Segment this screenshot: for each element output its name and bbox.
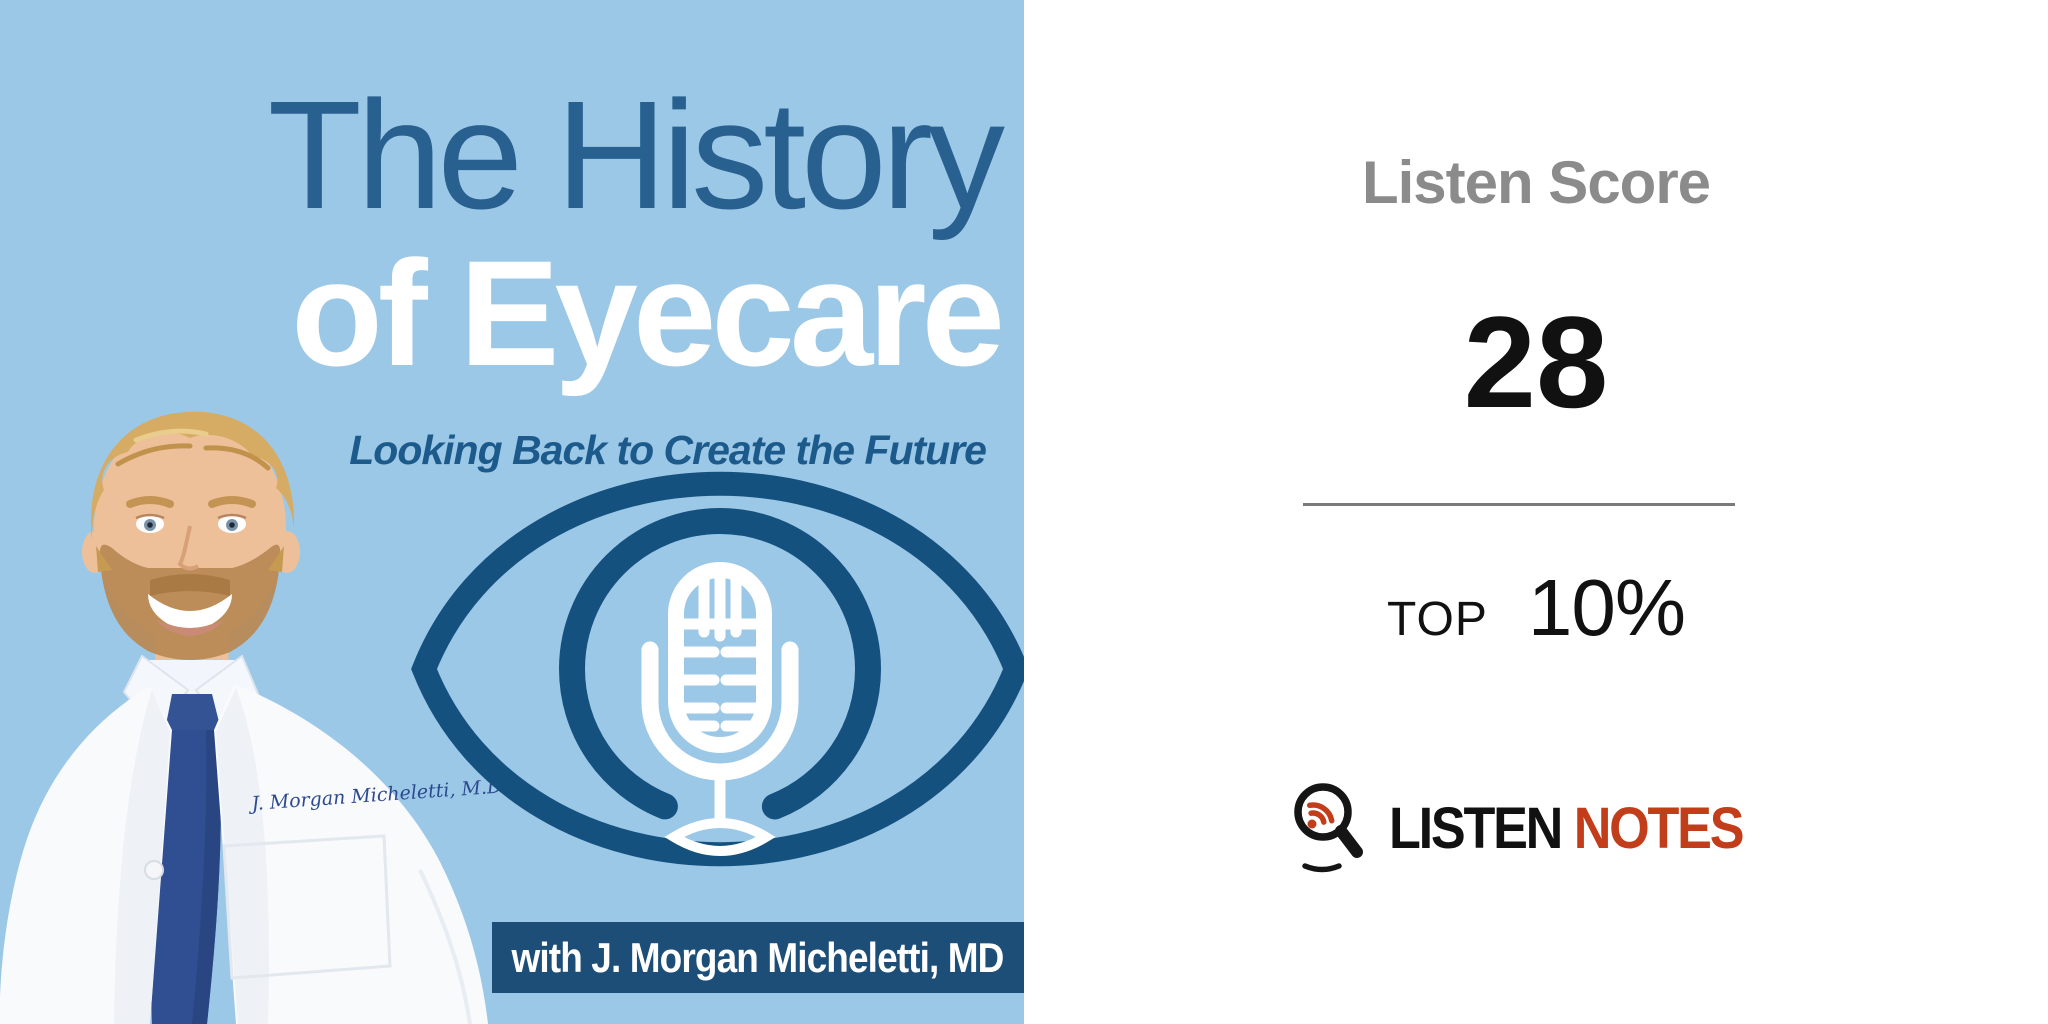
listen-notes-logo: LISTEN NOTES bbox=[1291, 782, 1782, 874]
portrait-eyes bbox=[135, 513, 247, 533]
microphone-icon bbox=[641, 562, 799, 856]
host-banner: with J. Morgan Micheletti, MD bbox=[492, 922, 1024, 993]
portrait-hair bbox=[90, 411, 295, 572]
eye-outline bbox=[411, 471, 1024, 867]
portrait-nose bbox=[177, 525, 200, 571]
listen-score-value: 28 bbox=[1463, 289, 1609, 435]
artwork-title-line2: of Eyecare bbox=[291, 229, 1005, 397]
artwork-subtitle: Looking Back to Create the Future bbox=[349, 427, 987, 473]
portrait-tie bbox=[150, 694, 221, 1024]
podcast-waves-icon bbox=[1306, 802, 1335, 829]
brand-word-notes: NOTES bbox=[1573, 795, 1744, 861]
host-portrait: J. Morgan Micheletti, M.D. bbox=[0, 411, 508, 1024]
artwork-title-line1: The History bbox=[267, 69, 1005, 241]
top-label: TOP bbox=[1387, 593, 1488, 646]
top-percent-row: TOP 10% bbox=[1387, 562, 1686, 654]
host-banner-text: with J. Morgan Micheletti, MD bbox=[512, 933, 1005, 981]
portrait-lab-coat: J. Morgan Micheletti, M.D. bbox=[0, 684, 508, 1024]
portrait-head bbox=[82, 411, 300, 660]
coat-button bbox=[144, 860, 164, 880]
top-percent-value: 10% bbox=[1527, 563, 1686, 652]
artwork-title-block: The History of Eyecare Looking Back to C… bbox=[267, 69, 1005, 473]
brand-wordmark: LISTEN NOTES bbox=[1388, 795, 1745, 862]
listen-score-panel: Listen Score 28 TOP 10% LISTEN NOTES bbox=[1024, 0, 2048, 1024]
portrait-beard bbox=[99, 544, 281, 660]
listen-score-heading: Listen Score bbox=[1361, 149, 1711, 216]
magnifier-podcast-icon bbox=[1293, 783, 1363, 873]
podcast-artwork: The History of Eyecare Looking Back to C… bbox=[0, 0, 1024, 1024]
eye-microphone-icon bbox=[411, 471, 1024, 867]
brand-word-listen: LISTEN bbox=[1388, 795, 1563, 861]
portrait-smile bbox=[148, 574, 232, 636]
divider-line bbox=[1303, 503, 1735, 506]
eye-iris-ring bbox=[559, 508, 881, 830]
portrait-eyebrows bbox=[126, 496, 256, 508]
